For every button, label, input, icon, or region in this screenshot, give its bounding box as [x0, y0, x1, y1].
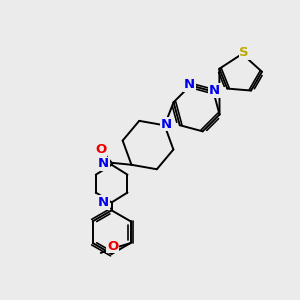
Text: O: O — [107, 239, 118, 253]
Text: S: S — [239, 46, 249, 59]
Text: N: N — [209, 84, 220, 97]
Text: N: N — [161, 118, 172, 131]
Text: N: N — [98, 157, 109, 170]
Text: N: N — [184, 78, 195, 91]
Text: N: N — [98, 196, 109, 209]
Text: O: O — [95, 143, 106, 156]
